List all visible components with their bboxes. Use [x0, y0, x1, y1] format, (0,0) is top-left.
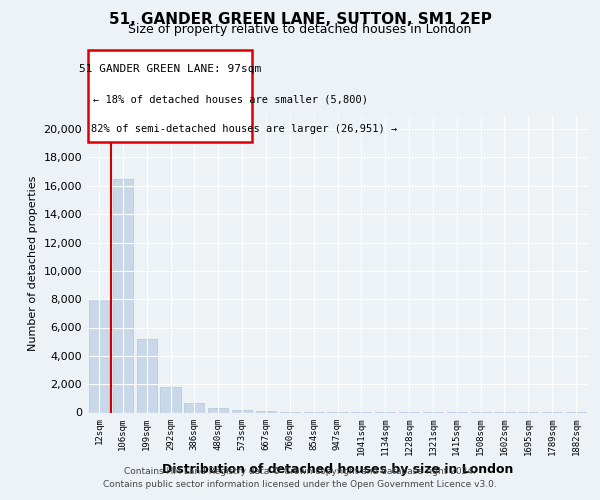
- Bar: [232, 410, 252, 412]
- Text: 82% of semi-detached houses are larger (26,951) →: 82% of semi-detached houses are larger (…: [91, 124, 397, 134]
- Bar: [89, 299, 109, 412]
- Text: Size of property relative to detached houses in London: Size of property relative to detached ho…: [128, 22, 472, 36]
- Bar: [137, 339, 157, 412]
- Y-axis label: Number of detached properties: Number of detached properties: [28, 176, 38, 352]
- X-axis label: Distribution of detached houses by size in London: Distribution of detached houses by size …: [162, 464, 513, 476]
- Text: Contains HM Land Registry data © Crown copyright and database right 2024.: Contains HM Land Registry data © Crown c…: [124, 467, 476, 476]
- Bar: [113, 179, 133, 412]
- Bar: [184, 402, 205, 412]
- Bar: [160, 387, 181, 412]
- Text: 51, GANDER GREEN LANE, SUTTON, SM1 2EP: 51, GANDER GREEN LANE, SUTTON, SM1 2EP: [109, 12, 491, 28]
- Text: Contains public sector information licensed under the Open Government Licence v3: Contains public sector information licen…: [103, 480, 497, 489]
- Text: ← 18% of detached houses are smaller (5,800): ← 18% of detached houses are smaller (5,…: [93, 94, 368, 104]
- Bar: [208, 408, 229, 412]
- Text: 51 GANDER GREEN LANE: 97sqm: 51 GANDER GREEN LANE: 97sqm: [79, 64, 261, 74]
- FancyBboxPatch shape: [88, 50, 251, 142]
